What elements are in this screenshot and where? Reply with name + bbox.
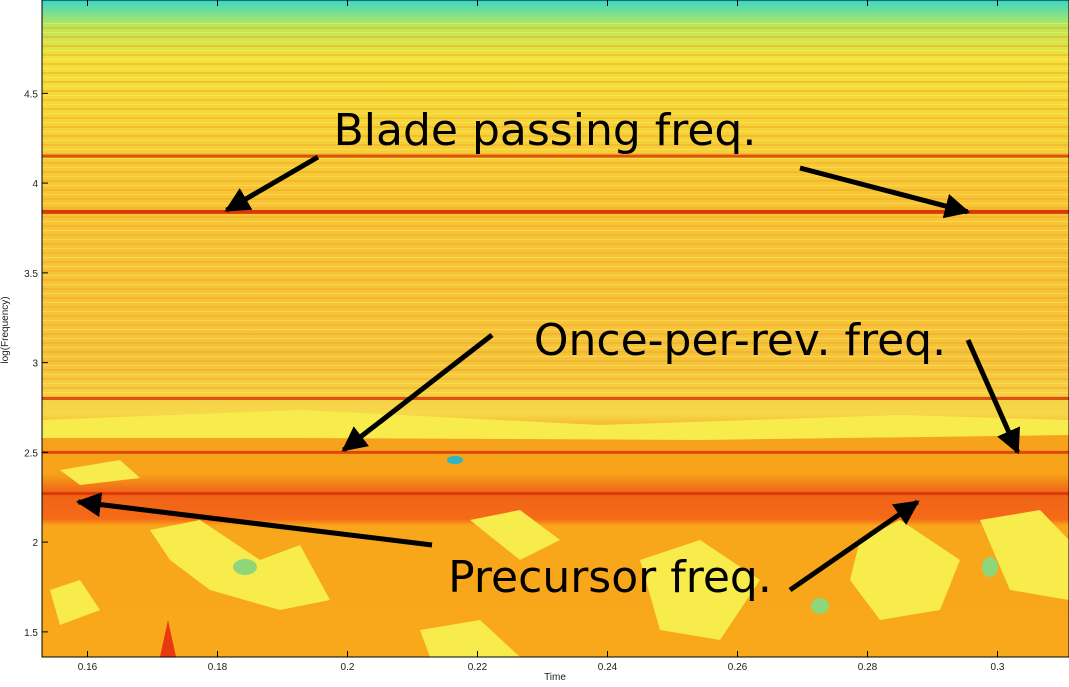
annotation-arrow (788, 499, 920, 593)
y-tick-label: 2 (32, 538, 38, 549)
annotation-arrow (75, 492, 433, 548)
annotation-text: Precursor freq. (448, 552, 772, 603)
y-tick-label: 2.5 (24, 448, 38, 459)
annotation-text: Once-per-rev. freq. (534, 315, 946, 366)
annotation-arrow (341, 333, 494, 453)
axes: 0.16 0.18 0.2 0.22 0.24 0.26 0.28 0.3 1.5 2 2.5 3 3.… (24, 0, 1069, 673)
y-axis-label: log(Frequency) (0, 296, 11, 363)
spectrogram-spike (160, 620, 176, 657)
x-axis-label: Time (544, 672, 566, 683)
x-tick-label: 0.28 (858, 662, 878, 673)
y-tick-label: 1.5 (24, 628, 38, 639)
plot-frame (41, 0, 1069, 658)
annotation-arrow (965, 338, 1020, 455)
y-tick-label: 3.5 (24, 269, 38, 280)
x-tick-label: 0.3 (991, 662, 1005, 673)
x-tick-label: 0.2 (341, 662, 355, 673)
annotation-arrow (224, 154, 320, 213)
x-tick-label: 0.22 (468, 662, 488, 673)
x-tick-label: 0.16 (78, 662, 98, 673)
y-tick-label: 3 (32, 359, 38, 370)
x-tick-label: 0.18 (208, 662, 228, 673)
annotation-arrow (799, 165, 971, 219)
annotation-text: Blade passing freq. (334, 105, 757, 156)
x-tick-label: 0.26 (728, 662, 748, 673)
y-tick-label: 4.5 (24, 89, 38, 100)
y-tick-label: 4 (32, 179, 38, 190)
annotations: Blade passing freq. Once-per-rev. freq. … (75, 105, 1020, 603)
spectrogram-spots (233, 456, 998, 614)
plot-area (42, 0, 1069, 657)
x-tick-label: 0.24 (598, 662, 618, 673)
